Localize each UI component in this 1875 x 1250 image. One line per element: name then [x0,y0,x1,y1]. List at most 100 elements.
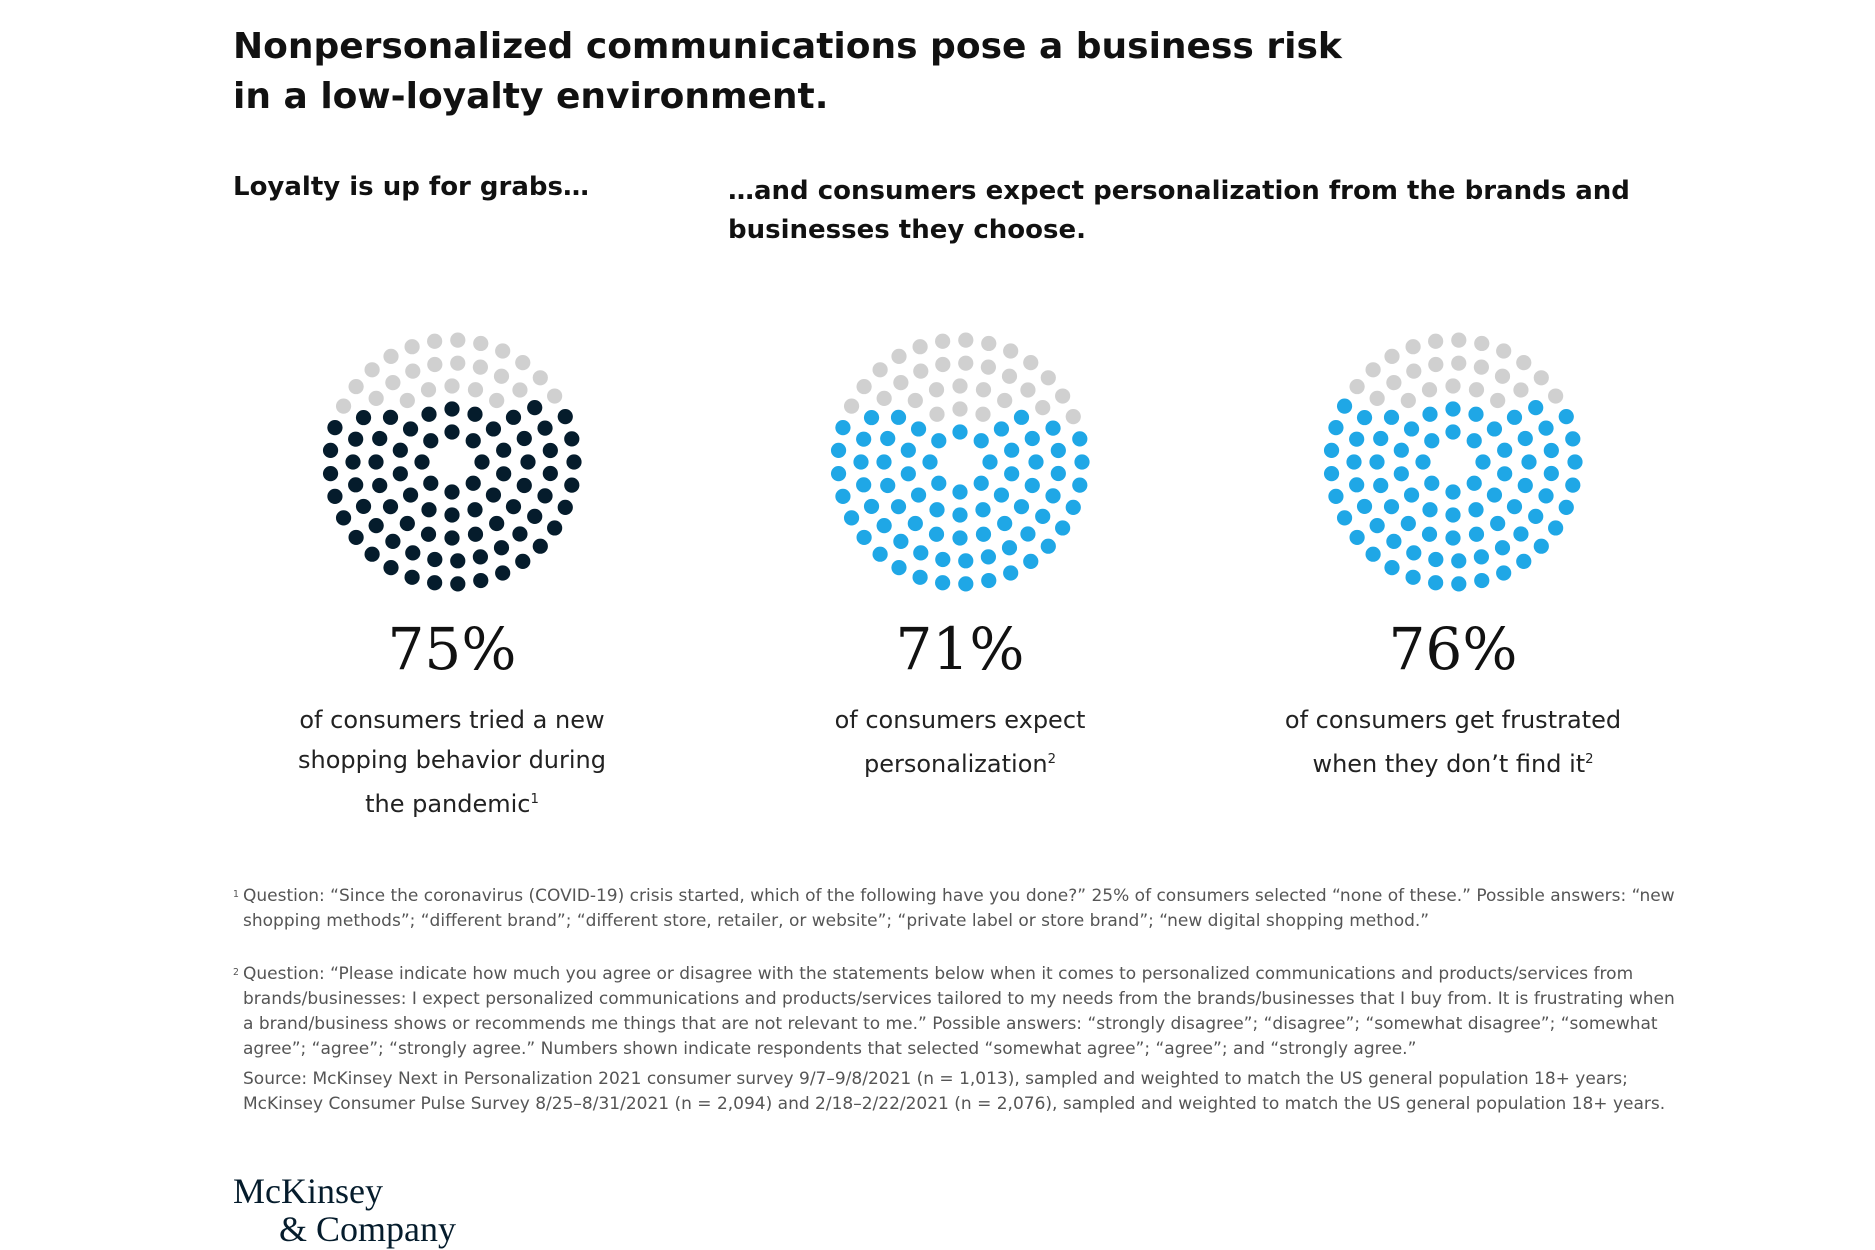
dot-filled [427,575,443,591]
dot-filled [1403,487,1420,503]
dot-filled [1421,526,1438,542]
dot-filled [1565,431,1581,447]
dot-filled [973,433,989,449]
dot-empty [472,359,488,375]
dot-empty [975,382,992,398]
dot-empty [1365,362,1381,378]
dot-filled [900,442,916,458]
dot-empty [1055,388,1071,404]
dot-filled [399,515,415,532]
dot-empty [1496,343,1512,359]
dot-empty [364,362,380,378]
dot-filled [444,530,460,546]
dot-empty [383,348,399,364]
dot-empty [929,406,945,422]
footnote-mark: 2 [233,967,239,978]
dot-filled [1558,409,1574,425]
dot-filled [496,442,512,458]
dot-filled [1349,431,1365,447]
note-mark: 1 [530,792,539,807]
dot-filled [1406,545,1422,561]
dot-filled [421,502,437,518]
dot-empty [856,378,872,395]
dot-empty [1473,359,1489,375]
value-label: 76% [1388,615,1518,683]
dot-chart [322,332,582,592]
dot-filled [843,510,860,526]
dot-filled [1497,442,1513,458]
dot-filled [1050,465,1066,482]
dot-filled [485,421,502,437]
dot-filled [1424,475,1440,491]
dot-filled [1349,529,1365,546]
dot-filled [405,545,421,561]
dot-filled [1538,420,1554,436]
footnote-text: Question: “Please indicate how much you … [243,964,1675,1059]
dot-filled [1528,399,1544,416]
dot-filled [1428,575,1444,591]
dot-filled [1369,518,1385,534]
dot-filled [1349,477,1365,493]
dot-empty [1474,335,1490,352]
dot-empty [975,406,991,422]
dot-filled [372,430,388,447]
dot-filled [900,466,916,482]
footnote-mark: 1 [233,889,239,900]
dot-empty [1513,382,1529,398]
dot-filled [1490,515,1506,532]
dot-empty [893,374,909,391]
dot-empty [368,390,384,406]
dot-empty [547,388,563,404]
dot-empty [1384,348,1400,364]
dot-filled [935,551,951,568]
dot-filled [856,477,872,493]
dot-empty [913,363,929,379]
dot-filled [1466,475,1482,491]
value-label: 71% [895,615,1025,683]
dot-empty [1451,332,1467,348]
dot-filled [929,502,945,518]
dot-empty [1428,333,1444,349]
dot-empty [493,368,510,384]
dot-filled [1013,409,1030,425]
dot-filled [1356,409,1373,426]
dot-empty [912,339,928,355]
dot-filled [465,433,481,449]
dot-empty [399,392,415,409]
dot-filled [465,475,481,491]
dot-filled [467,406,483,422]
dot-filled [928,526,945,542]
dot-empty [1445,378,1461,394]
dot-empty [427,333,443,349]
dot-filled [1486,421,1503,437]
dot-filled [1506,409,1523,425]
dot-filled [327,488,343,504]
dot-empty [1003,343,1019,359]
dot-filled [1533,538,1549,554]
dot-filled [516,477,532,494]
dot-filled [1445,530,1461,546]
dot-empty [1533,370,1549,386]
dot-filled [1028,454,1044,470]
dot-filled [835,420,851,436]
dot-filled [1336,398,1353,414]
dot-filled [952,507,968,523]
dot-filled [890,499,907,515]
dot-empty [1001,368,1018,384]
dot-filled [355,498,372,515]
dot-filled [1445,424,1461,440]
dot-filled [1548,520,1564,536]
dot-empty [1428,356,1444,373]
dot-filled [993,421,1010,437]
dot-filled [1001,540,1018,556]
dot-filled [493,540,510,556]
dot-filled [566,454,582,470]
dot-filled [1072,477,1088,493]
dot-filled [505,499,522,515]
dot-filled [890,409,907,425]
dot-empty [450,355,466,371]
dot-filled [1517,430,1533,447]
dot-filled [1486,487,1503,503]
dot-filled [912,569,928,585]
